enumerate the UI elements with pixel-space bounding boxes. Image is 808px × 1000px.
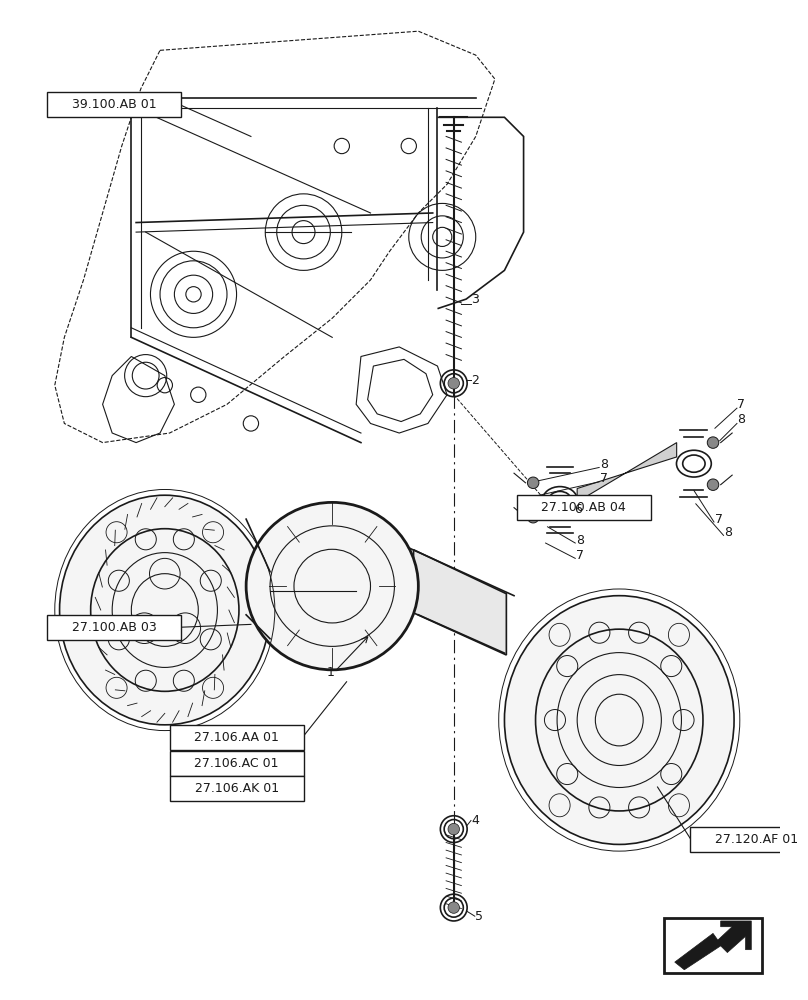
Text: 5: 5 <box>475 910 483 923</box>
Circle shape <box>707 479 719 490</box>
FancyBboxPatch shape <box>170 751 304 776</box>
Text: 3: 3 <box>471 293 479 306</box>
Text: 7: 7 <box>715 513 723 526</box>
Text: 27.106.AC 01: 27.106.AC 01 <box>194 757 279 770</box>
Text: 8: 8 <box>737 413 745 426</box>
FancyBboxPatch shape <box>690 827 808 852</box>
FancyBboxPatch shape <box>47 615 181 640</box>
Text: 27.100.AB 03: 27.100.AB 03 <box>72 621 157 634</box>
Text: 27.106.AA 01: 27.106.AA 01 <box>194 731 279 744</box>
Polygon shape <box>675 921 751 970</box>
Text: 27.106.AK 01: 27.106.AK 01 <box>195 782 279 795</box>
FancyBboxPatch shape <box>517 495 650 520</box>
Ellipse shape <box>60 495 270 725</box>
Text: 8: 8 <box>725 526 733 539</box>
Text: 39.100.AB 01: 39.100.AB 01 <box>72 98 157 111</box>
FancyBboxPatch shape <box>664 918 762 973</box>
Text: 7: 7 <box>737 398 745 411</box>
FancyBboxPatch shape <box>170 776 304 801</box>
Text: 7: 7 <box>576 549 584 562</box>
Text: 27.100.AB 04: 27.100.AB 04 <box>541 501 626 514</box>
Text: 2: 2 <box>471 374 479 387</box>
Text: 6: 6 <box>574 503 583 516</box>
Polygon shape <box>414 550 507 655</box>
Polygon shape <box>577 443 676 502</box>
Circle shape <box>528 511 539 523</box>
Circle shape <box>528 477 539 489</box>
Ellipse shape <box>504 596 734 844</box>
Text: 8: 8 <box>600 458 608 471</box>
Circle shape <box>448 902 460 913</box>
Text: 27.120.AF 01: 27.120.AF 01 <box>715 833 798 846</box>
Text: 7: 7 <box>600 472 608 485</box>
FancyBboxPatch shape <box>47 92 181 117</box>
FancyBboxPatch shape <box>170 725 304 750</box>
Circle shape <box>448 823 460 835</box>
Text: 4: 4 <box>471 814 479 827</box>
Ellipse shape <box>246 502 419 670</box>
Circle shape <box>448 378 460 389</box>
Text: 8: 8 <box>576 534 584 547</box>
Circle shape <box>707 437 719 448</box>
Text: 1: 1 <box>326 666 335 679</box>
